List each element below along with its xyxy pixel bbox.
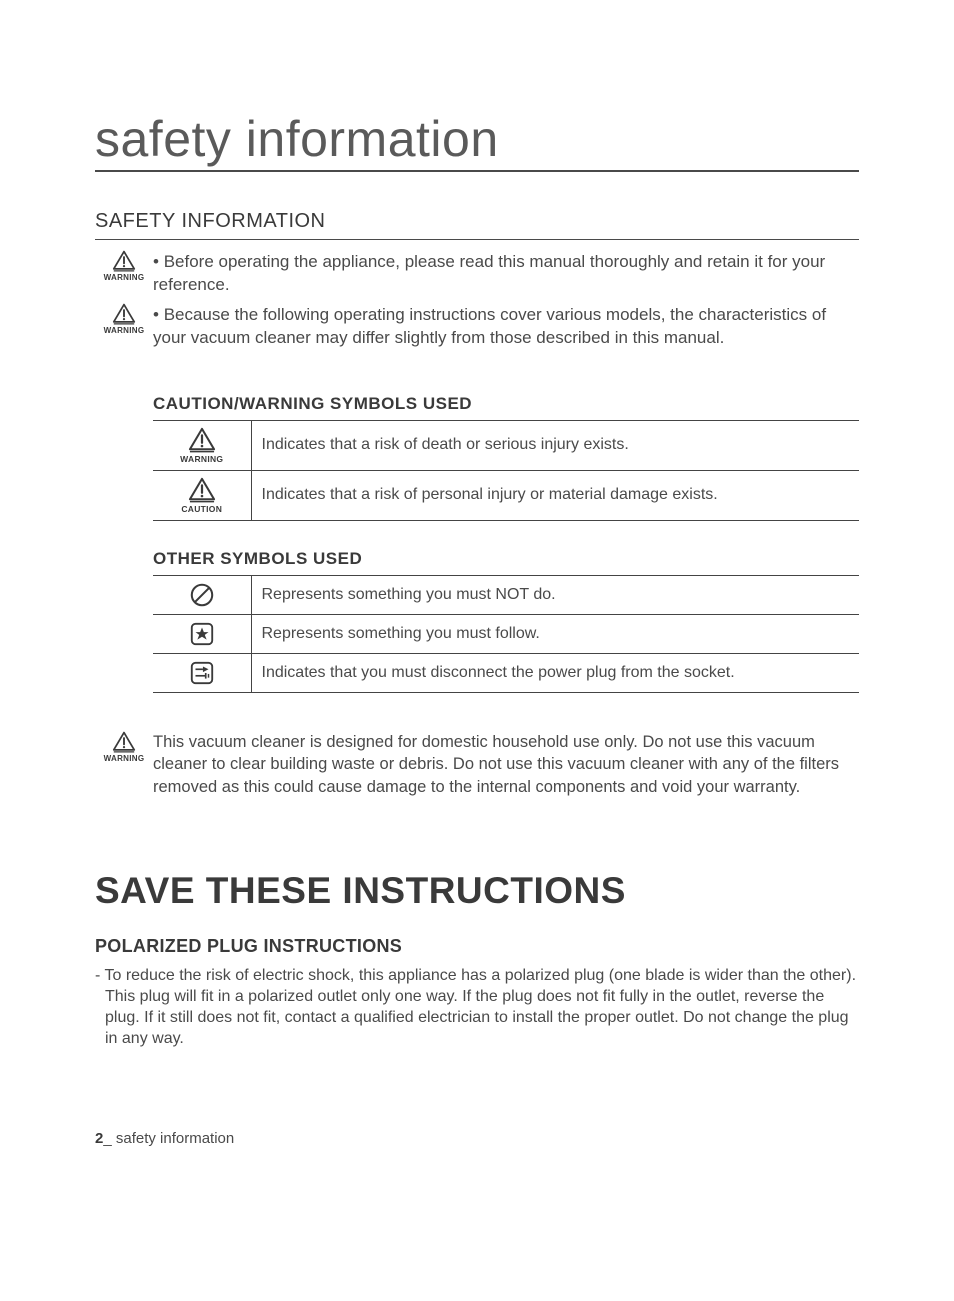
symbol-description: Represents something you must follow. [251,614,859,653]
symbol-description: Represents something you must NOT do. [251,575,859,614]
page-footer: 2_ safety information [95,1130,859,1147]
table-row: Indicates that you must disconnect the p… [153,653,859,692]
warning-text: Because the following operating instruct… [153,303,859,350]
prohibition-icon [187,582,217,608]
warning-triangle-icon [111,731,137,753]
other-symbols-table: Represents something you must NOT do. Re… [153,575,859,693]
table-row: WARNING Indicates that a risk of death o… [153,420,859,470]
save-instructions-heading: SAVE THESE INSTRUCTIONS [95,870,859,912]
footer-label: _ safety information [103,1130,234,1147]
warning-label: WARNING [95,273,153,282]
polarized-plug-heading: POLARIZED PLUG INSTRUCTIONS [95,936,859,957]
follow-star-icon [187,621,217,647]
warning-icon-block: WARNING [95,303,153,335]
symbol-description: Indicates that a risk of personal injury… [251,470,859,520]
warning-triangle-icon [187,477,217,503]
warning-icon-block: WARNING [95,250,153,282]
symbol-cell: WARNING [153,420,251,470]
symbol-cell [153,653,251,692]
table-row: Represents something you must follow. [153,614,859,653]
warning-row: WARNING Before operating the appliance, … [95,250,859,297]
warning-triangle-icon [187,427,217,453]
page-container: safety information SAFETY INFORMATION WA… [0,0,954,1207]
warning-label: WARNING [95,754,153,763]
title-underline: safety information [95,110,859,172]
symbol-description: Indicates that you must disconnect the p… [251,653,859,692]
unplug-icon [187,660,217,686]
section-heading: SAFETY INFORMATION [95,210,859,240]
other-symbols-heading: OTHER SYMBOLS USED [153,549,859,569]
table-row: Represents something you must NOT do. [153,575,859,614]
warning-triangle-icon [111,303,137,325]
caution-symbols-table: WARNING Indicates that a risk of death o… [153,420,859,521]
symbol-cell: CAUTION [153,470,251,520]
warning-triangle-icon [111,250,137,272]
page-title: safety information [95,110,507,170]
symbol-description: Indicates that a risk of death or seriou… [251,420,859,470]
symbol-label: WARNING [157,454,247,464]
warning-label: WARNING [95,326,153,335]
symbol-label: CAUTION [157,504,247,514]
warning-row: WARNING Because the following operating … [95,303,859,350]
warning-text: Before operating the appliance, please r… [153,250,859,297]
domestic-warning-text: This vacuum cleaner is designed for dome… [153,731,859,798]
domestic-warning-row: WARNING This vacuum cleaner is designed … [95,731,859,798]
symbol-cell [153,575,251,614]
polarized-plug-text: - To reduce the risk of electric shock, … [95,965,859,1049]
caution-symbols-heading: CAUTION/WARNING SYMBOLS USED [153,394,859,414]
warning-icon-block: WARNING [95,731,153,763]
table-row: CAUTION Indicates that a risk of persona… [153,470,859,520]
symbol-cell [153,614,251,653]
